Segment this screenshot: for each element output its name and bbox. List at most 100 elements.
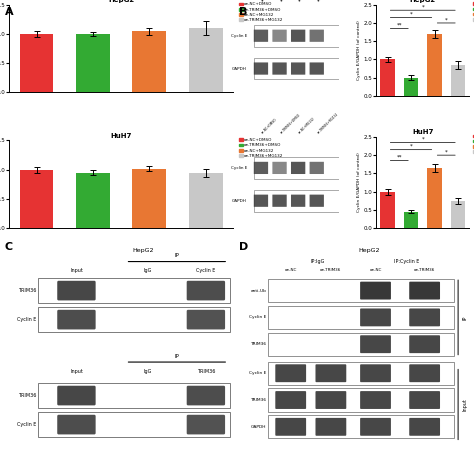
FancyBboxPatch shape [310, 30, 324, 42]
FancyBboxPatch shape [409, 365, 440, 382]
Bar [381, 59, 394, 96]
Bar [268, 388, 454, 411]
Bar [19, 34, 54, 92]
FancyBboxPatch shape [187, 310, 225, 329]
Legend: oe-NC+DMSO, oe-TRIM36+DMSO, oe-NC+MG132, oe-TRIM36+MG132: oe-NC+DMSO, oe-TRIM36+DMSO, oe-NC+MG132,… [473, 134, 474, 154]
Text: oe-NC+DMSO: oe-NC+DMSO [261, 118, 278, 135]
Bar [268, 415, 454, 438]
Text: oe-TRIM36+DMSO: oe-TRIM36+DMSO [280, 0, 301, 3]
Bar [254, 157, 341, 179]
FancyBboxPatch shape [254, 162, 268, 174]
Text: Cyclin E: Cyclin E [17, 422, 36, 427]
Text: Cyclin E: Cyclin E [17, 317, 36, 322]
FancyBboxPatch shape [291, 30, 305, 42]
Text: GAPDH: GAPDH [251, 425, 266, 429]
Text: oe-NC: oe-NC [369, 268, 382, 272]
Bar [451, 201, 465, 228]
Text: IP:IgG: IP:IgG [310, 259, 325, 264]
FancyBboxPatch shape [360, 391, 391, 409]
Bar [404, 212, 418, 228]
Text: IP: IP [463, 315, 467, 319]
FancyBboxPatch shape [57, 386, 96, 405]
Title: HepG2: HepG2 [410, 0, 436, 3]
Bar [254, 58, 341, 80]
Text: *: * [445, 149, 447, 155]
FancyBboxPatch shape [273, 195, 287, 207]
FancyBboxPatch shape [187, 281, 225, 301]
FancyBboxPatch shape [57, 310, 96, 329]
Text: IgG: IgG [144, 369, 152, 374]
FancyBboxPatch shape [275, 365, 306, 382]
FancyBboxPatch shape [187, 386, 225, 405]
Bar [428, 34, 442, 96]
Text: Input: Input [70, 268, 83, 273]
FancyBboxPatch shape [310, 162, 324, 174]
Text: *: * [410, 144, 412, 149]
Text: IP: IP [174, 354, 179, 359]
Bar [428, 168, 442, 228]
Text: Cyclin E: Cyclin E [249, 371, 266, 375]
Bar [268, 362, 454, 385]
FancyBboxPatch shape [409, 335, 440, 353]
Text: *: * [410, 12, 412, 17]
Text: IP:Cyclin E: IP:Cyclin E [394, 259, 419, 264]
Text: *: * [421, 137, 424, 142]
Legend: oe-NC+DMSO, oe-TRIM36+DMSO, oe-NC+MG132, oe-TRIM36+MG132: oe-NC+DMSO, oe-TRIM36+DMSO, oe-NC+MG132,… [239, 2, 283, 22]
Title: HuH7: HuH7 [110, 133, 132, 139]
Bar [451, 65, 465, 96]
FancyBboxPatch shape [360, 418, 391, 436]
Text: oe-TRIM36+DMSO: oe-TRIM36+DMSO [280, 113, 301, 135]
FancyBboxPatch shape [57, 281, 96, 301]
FancyBboxPatch shape [57, 415, 96, 434]
Text: **: ** [397, 23, 402, 27]
Bar [381, 191, 394, 228]
FancyBboxPatch shape [360, 365, 391, 382]
Text: Cyclin E: Cyclin E [249, 315, 266, 319]
Bar [76, 34, 110, 92]
FancyBboxPatch shape [275, 391, 306, 409]
Text: oe-NC+DMSO: oe-NC+DMSO [261, 0, 278, 3]
Bar [38, 278, 230, 303]
FancyBboxPatch shape [316, 418, 346, 436]
Bar [254, 190, 341, 212]
FancyBboxPatch shape [310, 63, 324, 74]
Legend: oe-NC+DMSO, oe-TRIM36+DMSO, oe-NC+MG132, oe-TRIM36+MG132: oe-NC+DMSO, oe-TRIM36+DMSO, oe-NC+MG132,… [239, 138, 283, 158]
FancyBboxPatch shape [310, 195, 324, 207]
Text: Cyclin E: Cyclin E [196, 268, 216, 273]
Bar [268, 333, 454, 356]
Text: **: ** [397, 155, 402, 160]
Text: oe-TRIM36+MG132: oe-TRIM36+MG132 [317, 0, 340, 3]
Bar [404, 78, 418, 96]
Bar [19, 170, 54, 228]
FancyBboxPatch shape [273, 30, 287, 42]
Bar [268, 279, 454, 302]
Text: oe-TRIM36: oe-TRIM36 [320, 268, 342, 272]
Bar [38, 412, 230, 437]
Title: HuH7: HuH7 [412, 129, 433, 135]
FancyBboxPatch shape [291, 162, 305, 174]
Bar [268, 306, 454, 329]
FancyBboxPatch shape [254, 195, 268, 207]
Text: GAPDH: GAPDH [232, 66, 247, 71]
FancyBboxPatch shape [291, 63, 305, 74]
Text: TRIM36: TRIM36 [250, 342, 266, 346]
Text: IgG: IgG [144, 268, 152, 273]
Text: *: * [421, 4, 424, 9]
FancyBboxPatch shape [273, 63, 287, 74]
Text: B: B [239, 7, 248, 17]
Bar [76, 173, 110, 228]
Bar [254, 25, 341, 46]
FancyBboxPatch shape [360, 309, 391, 326]
FancyBboxPatch shape [316, 391, 346, 409]
FancyBboxPatch shape [291, 195, 305, 207]
Text: TRIM36: TRIM36 [18, 288, 36, 293]
Text: Cyclin E: Cyclin E [231, 34, 247, 38]
FancyBboxPatch shape [275, 418, 306, 436]
Y-axis label: Cyclin E/GAPDH (of control): Cyclin E/GAPDH (of control) [356, 20, 361, 80]
Text: Cyclin E: Cyclin E [231, 166, 247, 170]
FancyBboxPatch shape [360, 282, 391, 300]
Text: oe-NC: oe-NC [284, 268, 297, 272]
Legend: oe-NC+DMSO, oe-TRIM36+DMSO, oe-NC+MG132, oe-TRIM36+MG132: oe-NC+DMSO, oe-TRIM36+DMSO, oe-NC+MG132,… [473, 2, 474, 22]
Text: A: A [5, 7, 13, 17]
FancyBboxPatch shape [360, 335, 391, 353]
